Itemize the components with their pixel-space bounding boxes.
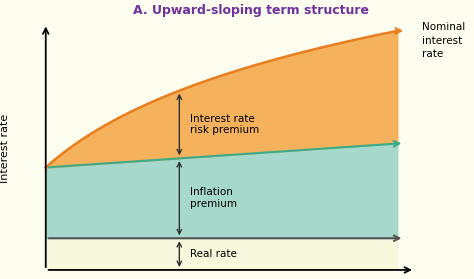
Text: Interest rate: Interest rate	[0, 113, 9, 182]
Text: Nominal
interest
rate: Nominal interest rate	[422, 22, 465, 59]
Text: Interest rate
risk premium: Interest rate risk premium	[190, 114, 259, 135]
Text: Real rate: Real rate	[190, 249, 237, 259]
Title: A. Upward-sloping term structure: A. Upward-sloping term structure	[133, 4, 369, 17]
Text: Inflation
premium: Inflation premium	[190, 187, 237, 209]
